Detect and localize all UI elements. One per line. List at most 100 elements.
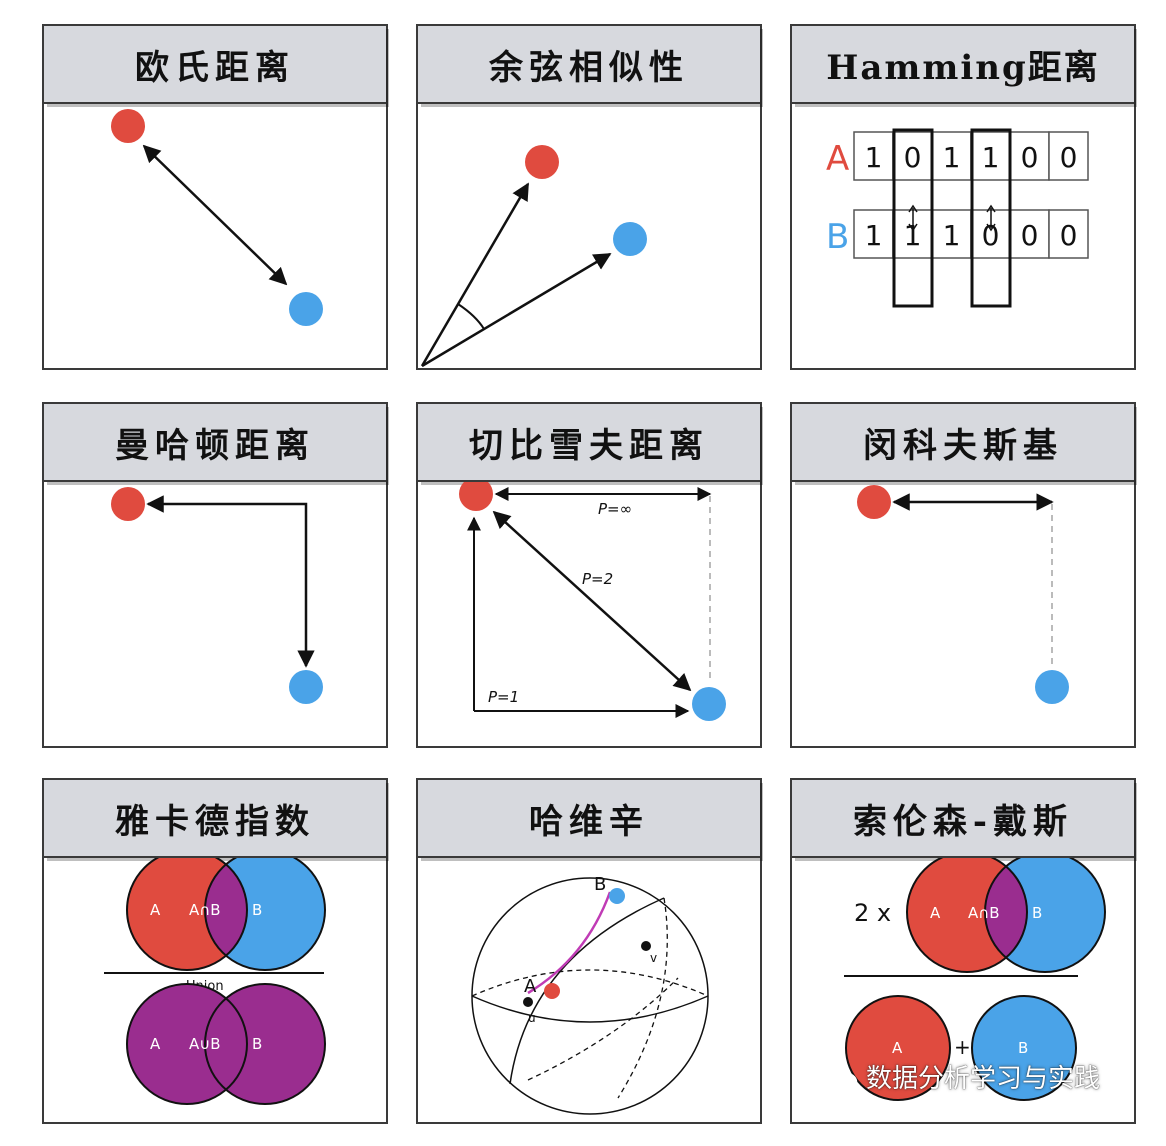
multiplier: 2 x: [854, 899, 891, 927]
bit-cell: [931, 209, 972, 259]
label-p2: P=2: [582, 570, 613, 588]
bit-cell: [1048, 131, 1089, 181]
label-a: A: [892, 1039, 903, 1057]
chebyshev-diagram: P=∞ P=2 P=1: [459, 482, 726, 721]
panel-manhattan: 曼哈顿距离: [42, 402, 388, 748]
bit-value: 0: [1021, 141, 1039, 174]
difference-arrows: [908, 204, 996, 232]
minkowski-diagram: [857, 485, 1069, 704]
meridian-back: [617, 897, 668, 1099]
bit-cell: [1009, 131, 1050, 181]
bit-value: 1: [865, 219, 883, 252]
panel-header: 欧氏距离: [44, 26, 386, 104]
point-a: [544, 983, 560, 999]
distance-arrow: [142, 144, 288, 286]
label-p-inf: P=∞: [598, 500, 632, 518]
panel-jaccard: 雅卡德指数 A A∩B B Union A A∪B B: [42, 778, 388, 1124]
panel-cosine: 余弦相似性: [416, 24, 762, 370]
euclidean-diagram: [111, 109, 323, 326]
label-b: B: [252, 901, 262, 919]
path-arrow: [146, 495, 315, 668]
watermark-text: 数据分析学习与实践: [866, 1064, 1101, 1094]
angle-arc: [457, 303, 485, 330]
label-a: A: [150, 1035, 161, 1053]
point-b: [289, 670, 323, 704]
panel-header: 余弦相似性: [418, 26, 760, 104]
panel-chebyshev: 切比雪夫距离 P=∞ P=2 P=1: [416, 402, 762, 748]
manhattan-diagram: [111, 487, 323, 704]
label-b: B: [1018, 1039, 1028, 1057]
intersection: [205, 858, 247, 970]
label-v: v: [650, 951, 657, 965]
denominator-set-a: [846, 996, 950, 1100]
difference-highlight: [892, 128, 934, 308]
label-a: A: [826, 139, 849, 179]
panel-title: 欧氏距离: [135, 47, 295, 88]
great-circle-back: [527, 977, 679, 1081]
bit-cell: [1048, 209, 1089, 259]
bit-cell: [892, 131, 933, 181]
label-a: A: [930, 904, 941, 922]
panel-title: 索伦森-戴斯: [852, 801, 1074, 842]
panel-minkowski: 闵科夫斯基: [790, 402, 1136, 748]
label-u: u: [528, 1011, 536, 1025]
panel-title: Hamming距离: [826, 47, 1100, 88]
label-b: B: [594, 874, 606, 895]
panel-haversine: 哈维辛 A B u v: [416, 778, 762, 1124]
bit-value: 0: [1060, 141, 1078, 174]
plus-sign: +: [954, 1035, 971, 1059]
label-a: A: [524, 976, 537, 997]
cosine-diagram: [420, 145, 647, 368]
sorensen-diagram: 2 x A A∩B B A B +: [844, 858, 1106, 1101]
meridian-front: [509, 897, 665, 1085]
panel-title: 余弦相似性: [489, 47, 689, 88]
watermark: 数据分析学习与实践: [818, 1058, 1100, 1095]
union-set-b: [205, 984, 325, 1104]
label-b: B: [826, 217, 849, 257]
panel-title: 闵科夫斯基: [863, 425, 1063, 466]
point-b: [692, 687, 726, 721]
bit-value: 0: [904, 141, 922, 174]
bit-cell: [853, 209, 894, 259]
great-circle-path: [527, 891, 612, 995]
label-intersection: A∩B: [189, 901, 221, 919]
panel-euclidean: 欧氏距离: [42, 24, 388, 370]
bit-value: 1: [943, 219, 961, 252]
bit-cell: [931, 131, 972, 181]
label-intersection: A∩B: [968, 904, 1000, 922]
label-b: B: [252, 1035, 262, 1053]
panel-header: 切比雪夫距离: [418, 404, 760, 482]
difference-highlight: [970, 128, 1012, 308]
bit-value: 1: [904, 219, 922, 252]
bit-value: 1: [982, 141, 1000, 174]
sphere: [471, 877, 709, 1115]
point-u: [523, 997, 533, 1007]
point-v: [641, 941, 651, 951]
panel-header: 闵科夫斯基: [792, 404, 1134, 482]
vector-b: [421, 252, 612, 368]
panel-header: Hamming距离: [792, 26, 1134, 104]
panel-title: 曼哈顿距离: [115, 425, 315, 466]
label-a: A: [150, 901, 161, 919]
point-b: [613, 222, 647, 256]
bit-value: 0: [1060, 219, 1078, 252]
panel-title: 哈维辛: [529, 801, 649, 842]
equator-front: [471, 995, 709, 1023]
wechat-icon: [818, 1062, 858, 1092]
intersection: [985, 858, 1027, 972]
panel-sorensen: 索伦森-戴斯 2 x A A∩B B A B +: [790, 778, 1136, 1124]
jaccard-diagram: A A∩B B Union A A∪B B: [104, 858, 326, 1105]
label-union: A∪B: [189, 1035, 221, 1053]
bit-value: 0: [1021, 219, 1039, 252]
equator-back: [471, 969, 709, 997]
point-a: [459, 482, 493, 511]
panel-title: 切比雪夫距离: [469, 425, 709, 466]
point-a: [525, 145, 559, 179]
haversine-diagram: A B u v: [471, 874, 709, 1115]
point-a: [857, 485, 891, 519]
bit-cell: [853, 131, 894, 181]
